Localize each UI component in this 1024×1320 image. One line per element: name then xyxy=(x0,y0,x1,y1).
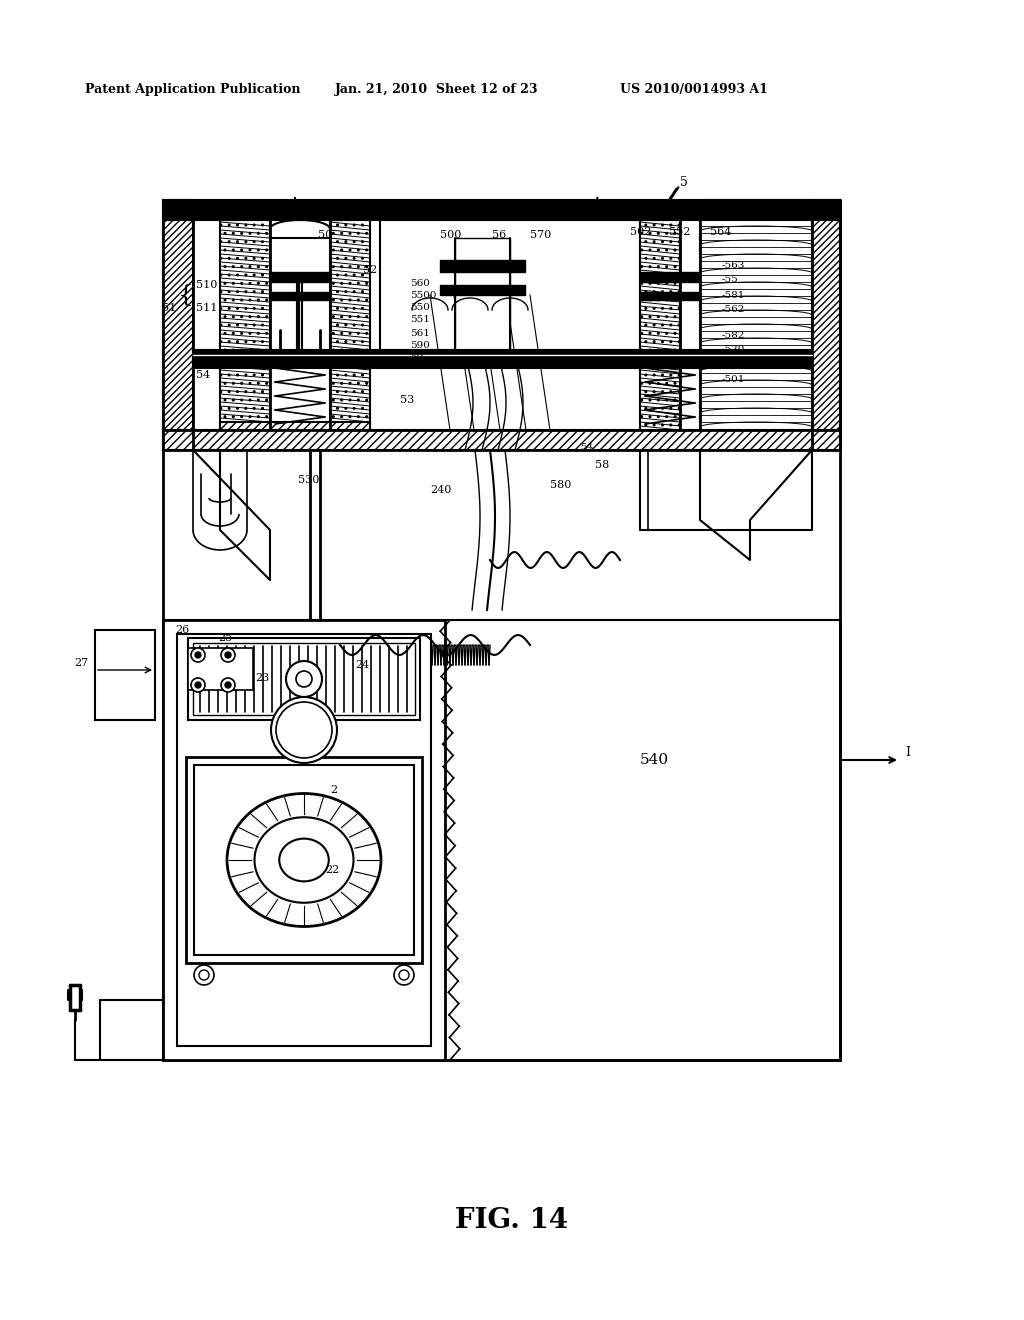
Text: 550: 550 xyxy=(410,304,430,313)
Text: 540: 540 xyxy=(640,752,669,767)
Bar xyxy=(163,201,840,220)
Bar xyxy=(220,220,270,430)
Text: 56: 56 xyxy=(492,230,506,240)
Text: 54: 54 xyxy=(580,444,593,453)
Bar xyxy=(163,201,193,450)
Bar xyxy=(177,634,431,1045)
Circle shape xyxy=(221,678,234,692)
Circle shape xyxy=(225,652,231,657)
Bar xyxy=(163,620,445,1060)
Bar xyxy=(700,201,812,430)
Text: -520: -520 xyxy=(722,346,745,355)
Bar xyxy=(440,285,525,294)
Text: 50: 50 xyxy=(318,230,332,240)
Text: -501: -501 xyxy=(722,375,745,384)
Bar xyxy=(270,292,330,300)
Bar xyxy=(188,638,420,719)
Bar xyxy=(640,272,700,282)
Circle shape xyxy=(191,648,205,663)
Bar xyxy=(194,766,414,954)
Bar xyxy=(640,220,680,430)
Text: 26: 26 xyxy=(175,624,189,635)
Bar xyxy=(163,430,840,450)
Circle shape xyxy=(191,678,205,692)
Text: 5500: 5500 xyxy=(410,290,436,300)
Circle shape xyxy=(271,697,337,763)
Text: 552: 552 xyxy=(669,227,690,238)
Text: 22: 22 xyxy=(325,865,339,875)
Ellipse shape xyxy=(255,817,353,903)
Text: 510: 510 xyxy=(196,280,217,290)
Text: 502: 502 xyxy=(630,227,651,238)
Bar xyxy=(812,201,840,450)
Text: US 2010/0014993 A1: US 2010/0014993 A1 xyxy=(620,83,768,96)
Bar xyxy=(270,272,330,282)
Text: 58: 58 xyxy=(595,459,609,470)
Text: Patent Application Publication: Patent Application Publication xyxy=(85,83,300,96)
Text: 59: 59 xyxy=(410,354,423,363)
Text: 5: 5 xyxy=(680,176,688,189)
Text: 580: 580 xyxy=(550,480,571,490)
Circle shape xyxy=(199,970,209,979)
Text: -582: -582 xyxy=(722,330,745,339)
Text: 551: 551 xyxy=(410,315,430,325)
Circle shape xyxy=(225,682,231,688)
Circle shape xyxy=(195,682,201,688)
Ellipse shape xyxy=(280,838,329,882)
Circle shape xyxy=(195,652,201,657)
Text: 511: 511 xyxy=(196,304,217,313)
Text: I: I xyxy=(905,747,910,759)
Text: 561: 561 xyxy=(410,329,430,338)
Bar xyxy=(455,238,510,350)
Bar xyxy=(220,422,370,430)
Bar xyxy=(440,260,525,272)
Text: 240: 240 xyxy=(430,484,452,495)
Text: 2: 2 xyxy=(330,785,337,795)
Bar xyxy=(270,220,330,238)
Text: 564: 564 xyxy=(710,227,731,238)
Text: 27: 27 xyxy=(74,657,88,668)
Text: 23: 23 xyxy=(255,673,269,682)
Text: 24: 24 xyxy=(355,660,370,671)
Text: 590: 590 xyxy=(410,341,430,350)
Text: 560: 560 xyxy=(410,279,430,288)
Text: -55: -55 xyxy=(722,276,738,285)
Text: -581: -581 xyxy=(722,290,745,300)
Bar xyxy=(193,643,415,715)
Circle shape xyxy=(194,965,214,985)
Text: 51: 51 xyxy=(162,304,176,313)
Bar xyxy=(186,756,422,964)
Text: 530: 530 xyxy=(298,475,319,484)
Text: Jan. 21, 2010  Sheet 12 of 23: Jan. 21, 2010 Sheet 12 of 23 xyxy=(335,83,539,96)
Circle shape xyxy=(296,671,312,686)
Text: 52: 52 xyxy=(362,265,377,275)
Text: -584: -584 xyxy=(722,360,745,370)
Bar xyxy=(330,220,370,430)
Text: {: { xyxy=(178,284,194,306)
Text: 54: 54 xyxy=(196,370,210,380)
Circle shape xyxy=(399,970,409,979)
Bar xyxy=(640,292,700,300)
Text: 570: 570 xyxy=(530,230,551,240)
Bar xyxy=(188,648,253,690)
Bar xyxy=(193,350,812,368)
Circle shape xyxy=(394,965,414,985)
Circle shape xyxy=(286,661,322,697)
Bar xyxy=(95,630,155,719)
Ellipse shape xyxy=(227,793,381,927)
Text: -562: -562 xyxy=(722,305,745,314)
Text: 53: 53 xyxy=(400,395,415,405)
Text: 25: 25 xyxy=(218,634,232,643)
Text: -563: -563 xyxy=(722,260,745,269)
Bar xyxy=(380,220,640,350)
Circle shape xyxy=(221,648,234,663)
Circle shape xyxy=(276,702,332,758)
Text: 500: 500 xyxy=(440,230,462,240)
Text: FIG. 14: FIG. 14 xyxy=(456,1206,568,1233)
